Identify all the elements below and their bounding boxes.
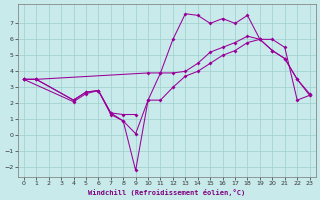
X-axis label: Windchill (Refroidissement éolien,°C): Windchill (Refroidissement éolien,°C): [88, 189, 245, 196]
